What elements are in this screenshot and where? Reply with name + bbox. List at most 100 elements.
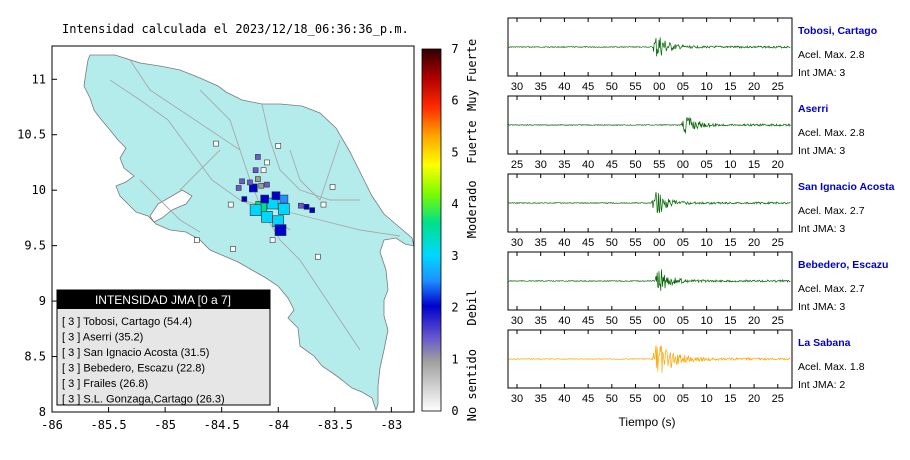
- waveform-tick-label: 20: [748, 237, 760, 249]
- waveform-jma: Int JMA: 3: [798, 301, 845, 313]
- waveform-x-label: Tiempo (s): [619, 415, 676, 429]
- waveform-tick-label: 20: [772, 159, 784, 171]
- waveform-tick-label: 10: [701, 81, 713, 93]
- waveform-tick-label: 40: [558, 237, 570, 249]
- waveform-tick-label: 50: [606, 81, 618, 93]
- station-marker: [275, 143, 282, 149]
- waveform-tick-label: 25: [772, 237, 784, 249]
- waveform-tick-label: 10: [701, 237, 713, 249]
- station-marker: [255, 176, 261, 182]
- waveform-trace: [508, 37, 791, 57]
- waveform-tick-label: 05: [677, 315, 689, 327]
- colorbar-category-label: No sentido: [465, 349, 479, 421]
- legend-entry: [ 3 ] Bebedero, Escazu (22.8): [62, 363, 205, 375]
- waveform-tick-label: 20: [748, 81, 760, 93]
- map-x-tick-label: -83: [381, 418, 403, 432]
- colorbar-tick-label: 5: [451, 145, 458, 159]
- intensity-colorbar: 0 1 2 3 4 5 6 7 No sentido Debil Moderado Fuerte Mu…: [421, 39, 479, 421]
- station-marker: [329, 184, 336, 190]
- waveform-tick-label: 25: [511, 159, 523, 171]
- station-marker: [249, 183, 258, 193]
- station-marker: [213, 140, 219, 147]
- colorbar-category-label: Debil: [465, 290, 479, 326]
- colorbar-tick-label: 6: [451, 94, 458, 108]
- waveform-tick-label: 45: [582, 393, 594, 405]
- waveform-tick-label: 10: [701, 393, 713, 405]
- waveform-tick-label: 50: [606, 237, 618, 249]
- colorbar-ticks: 0 1 2 3 4 5 6 7: [451, 42, 458, 418]
- waveform-panel: 30 35 40 45 50 55 00 05 10 15 20 25 Tobosi, Cartago A…: [507, 17, 877, 93]
- colorbar-tick-label: 4: [451, 197, 458, 211]
- waveform-tick-label: 25: [772, 81, 784, 93]
- legend-entry: [ 3 ] S.L. Gonzaga,Cartago (26.3): [62, 394, 225, 406]
- legend-header: INTENSIDAD JMA [0 a 7]: [95, 293, 231, 307]
- station-marker: [303, 204, 310, 210]
- map-y-axis: 8 8.5 9 9.5 10 10.5 11: [17, 72, 57, 419]
- waveform-tick-label: 35: [535, 393, 547, 405]
- map-panel: -86 -85.5 -85 -84.5 -84 -83.5 -83 8 8.5 9 9.5 10 10…: [17, 45, 415, 432]
- legend-entry: [ 3 ] Frailes (26.8): [62, 378, 148, 390]
- colorbar-tick-label: 7: [451, 42, 458, 56]
- waveform-tick-label: 15: [724, 315, 736, 327]
- station-marker: [255, 154, 261, 160]
- colorbar-tick-label: 2: [451, 301, 458, 315]
- station-marker: [261, 211, 273, 223]
- station-marker: [230, 246, 236, 252]
- station-marker: [241, 196, 248, 202]
- waveform-panel: 30 35 40 45 50 55 00 05 10 15 20 25 San Ignacio Acos…: [507, 173, 895, 249]
- waveform-tick-label: 40: [582, 159, 594, 171]
- costa-rica-landmass: [83, 54, 415, 412]
- colorbar-category-label: Muy Fuerte: [465, 39, 479, 111]
- waveform-tick-label: 00: [677, 159, 689, 171]
- waveform-jma: Int JMA: 2: [798, 379, 845, 391]
- map-y-tick-label: 11: [32, 72, 46, 86]
- waveform-tick-label: 50: [606, 315, 618, 327]
- station-marker: [227, 201, 234, 208]
- station-marker: [252, 167, 259, 174]
- station-marker: [235, 185, 242, 191]
- waveform-accel: Acel. Max. 1.8: [798, 361, 865, 373]
- map-x-tick-label: -83.5: [317, 418, 353, 432]
- waveform-tick-label: 05: [677, 393, 689, 405]
- map-x-axis: -86 -85.5 -85 -84.5 -84 -83.5 -83: [41, 407, 402, 432]
- waveform-jma: Int JMA: 3: [798, 223, 845, 235]
- station-marker: [247, 179, 253, 186]
- waveform-tick-label: 30: [511, 315, 523, 327]
- station-marker: [249, 204, 262, 216]
- waveform-station-name: Bebedero, Escazu: [798, 259, 888, 271]
- station-marker: [260, 167, 267, 174]
- waveform-tick-label: 15: [748, 159, 760, 171]
- waveform-tick-label: 05: [677, 81, 689, 93]
- station-marker: [194, 237, 200, 243]
- colorbar-tick-label: 0: [451, 404, 458, 418]
- waveform-tick-label: 10: [701, 315, 713, 327]
- legend-entry: [ 3 ] Aserri (35.2): [62, 332, 143, 344]
- legend-header-bar: [57, 290, 270, 309]
- waveform-trace: [508, 269, 791, 291]
- waveform-tick-label: 55: [653, 159, 665, 171]
- colorbar-category-label: Moderado: [465, 180, 479, 238]
- waveform-jma: Int JMA: 3: [798, 145, 845, 157]
- map-y-tick-label: 10: [32, 183, 46, 197]
- waveform-jma: Int JMA: 3: [798, 67, 845, 79]
- waveform-tick-label: 00: [653, 393, 665, 405]
- waveform-tick-label: 15: [724, 81, 736, 93]
- waveform-tick-label: 25: [772, 315, 784, 327]
- waveform-tick-label: 10: [724, 159, 736, 171]
- waveform-tick-label: 55: [629, 237, 641, 249]
- waveform-tick-label: 50: [629, 159, 641, 171]
- waveform-panel: 25 30 35 40 45 50 55 00 05 10 15 20 Aserri Acel. Max.…: [507, 95, 865, 171]
- map-frame: [51, 45, 415, 413]
- waveform-tick-label: 35: [535, 315, 547, 327]
- map-y-tick-label: 9: [39, 294, 46, 308]
- legend-entry: [ 3 ] San Ignacio Acosta (31.5): [62, 347, 209, 359]
- waveform-tick-label: 25: [772, 393, 784, 405]
- station-marker: [269, 237, 276, 243]
- map-x-tick-label: -84.5: [204, 418, 240, 432]
- waveform-tick-label: 50: [606, 393, 618, 405]
- map-x-tick-label: -84: [267, 418, 289, 432]
- station-marker: [278, 203, 290, 215]
- waveform-tick-label: 35: [558, 159, 570, 171]
- waveform-tick-label: 45: [582, 237, 594, 249]
- station-marker: [279, 194, 289, 204]
